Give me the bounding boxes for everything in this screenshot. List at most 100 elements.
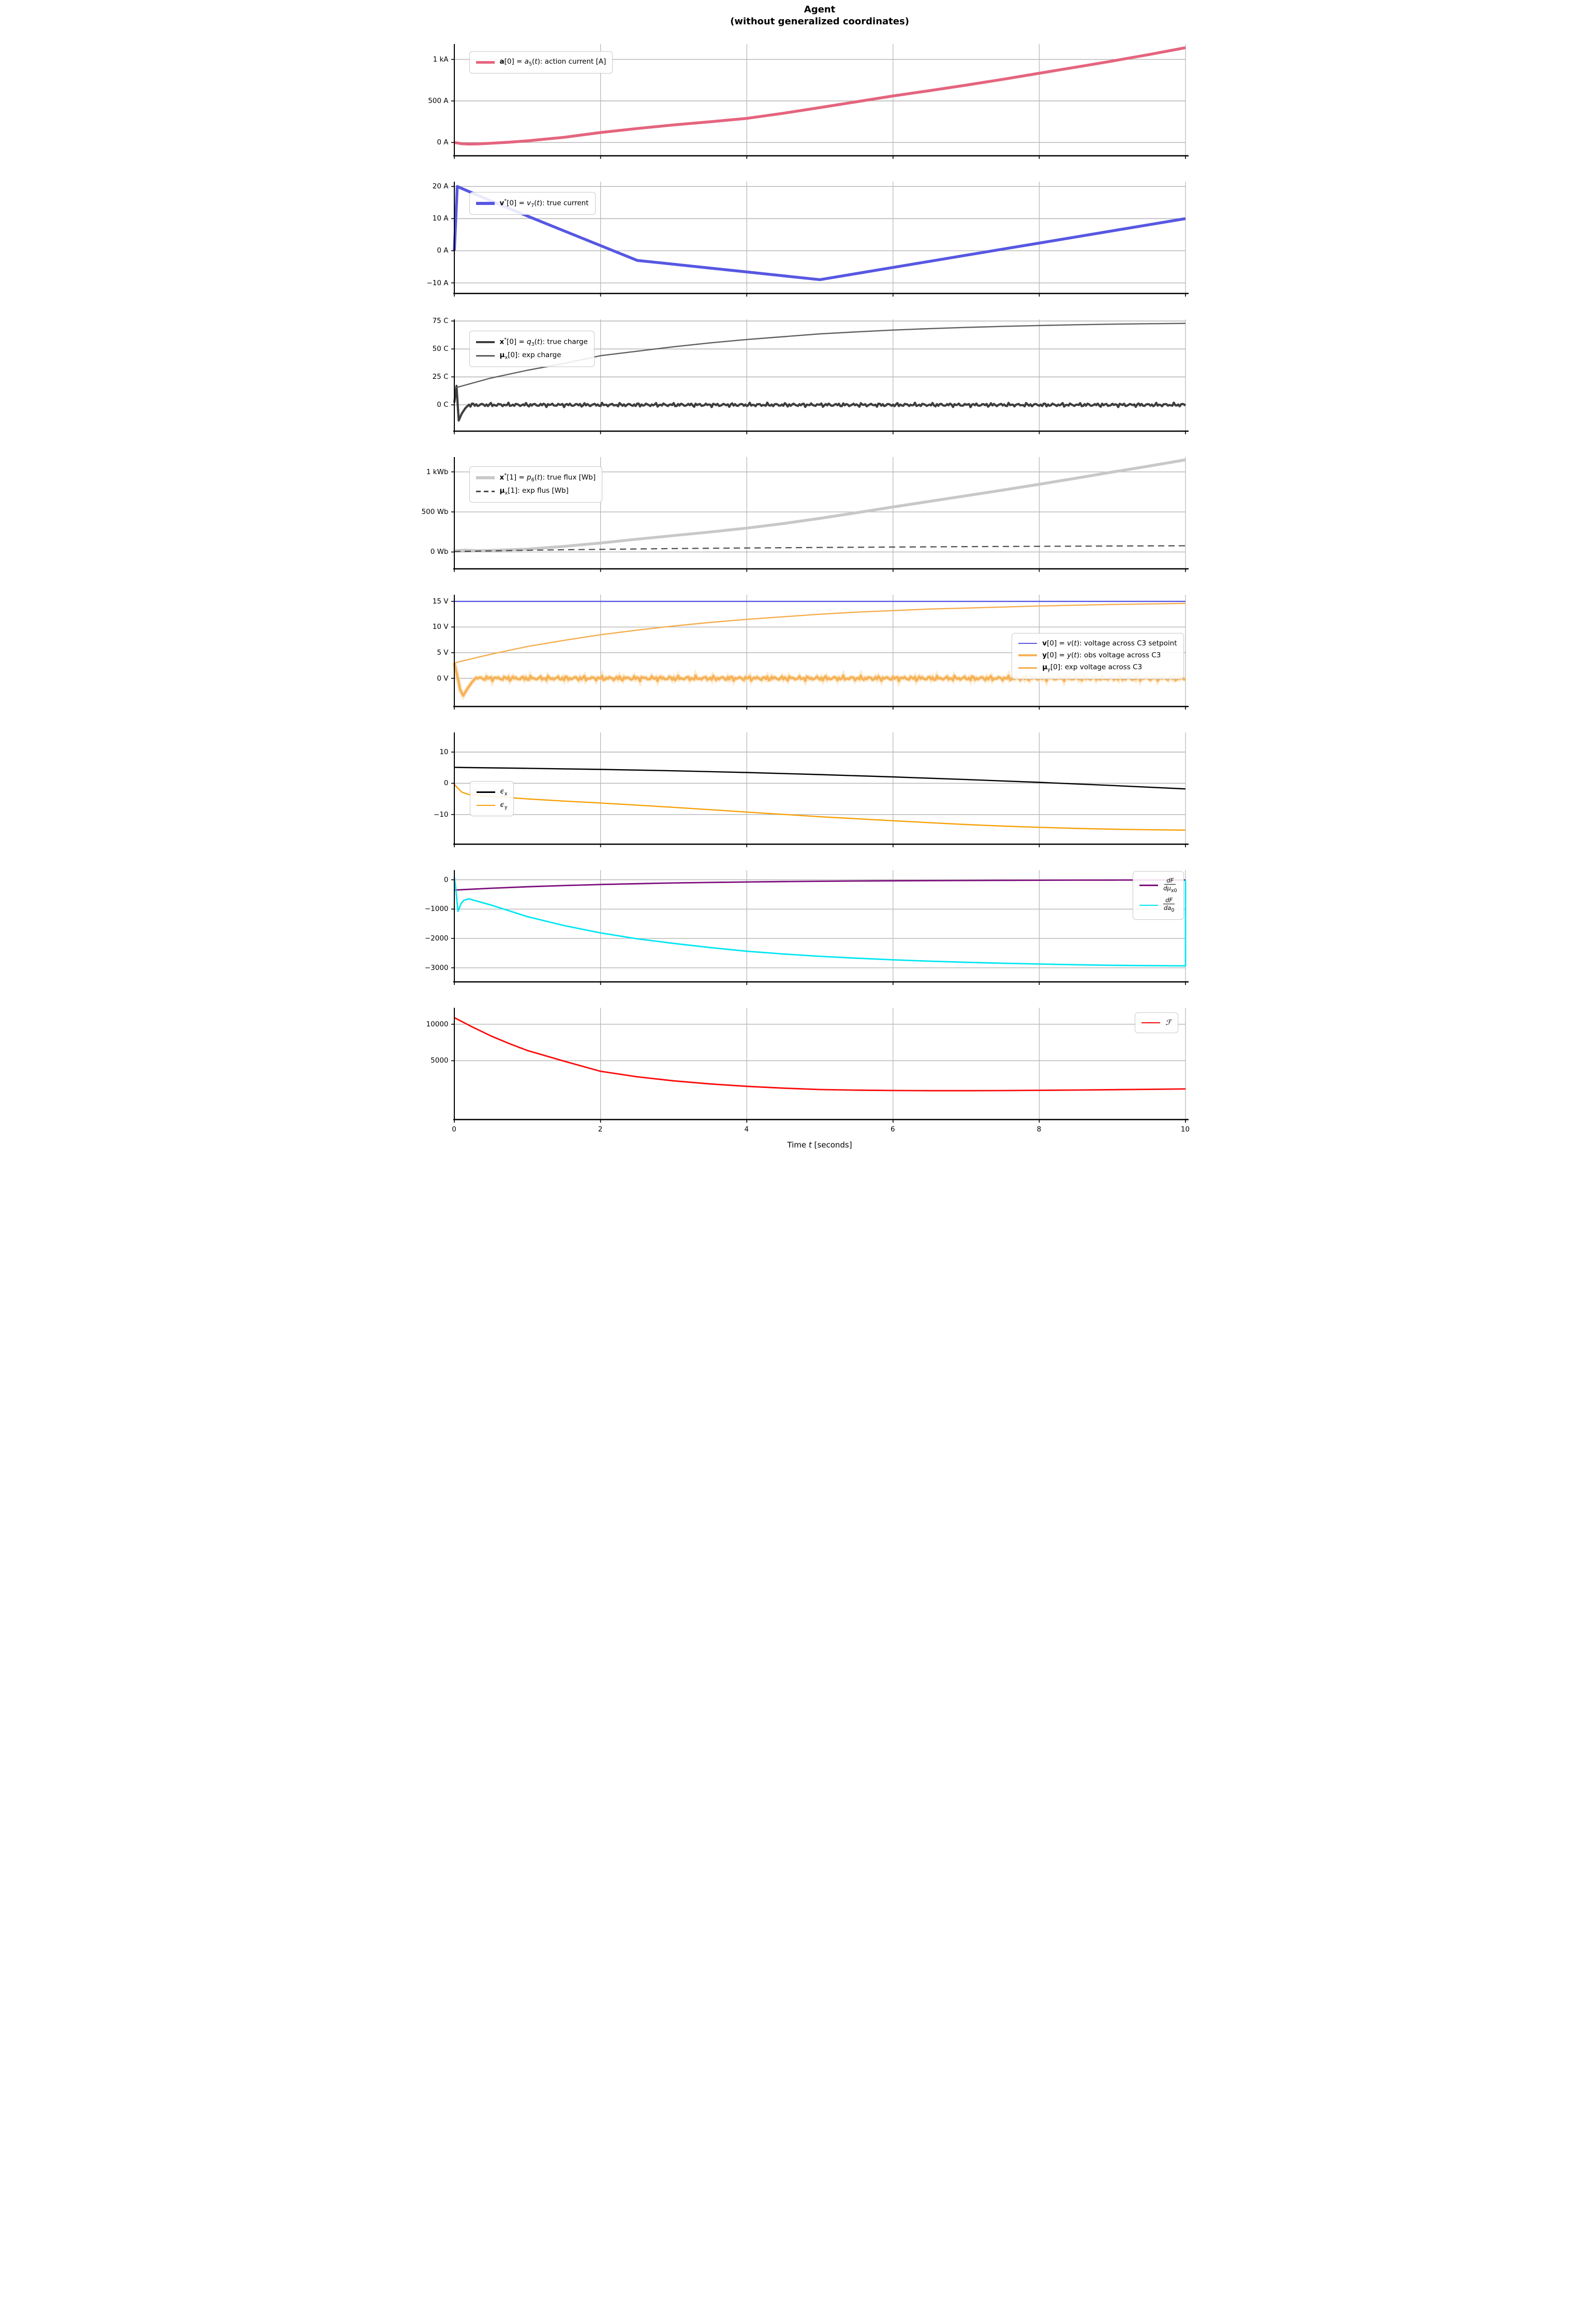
legend-label-action-current: a[0] = a5(t): action current [A] bbox=[499, 57, 606, 67]
subplot-7-ytick-label: −2000 bbox=[424, 934, 449, 943]
series-exp-flux-line bbox=[454, 545, 1185, 552]
series-true-charge-line bbox=[453, 385, 1186, 422]
legend-item-voltage-setpoint: v[0] = v(t): voltage across C3 setpoint bbox=[1018, 639, 1177, 648]
subplot-5-legend: v[0] = v(t): voltage across C3 setpoint y… bbox=[1012, 633, 1184, 679]
legend-label-exp-charge: μx[0]: exp charge bbox=[499, 351, 561, 361]
legend-item-true-flux: x*[1] = p6(t): true flux [Wb] bbox=[476, 473, 596, 483]
legend-item-free-energy: ℱ bbox=[1142, 1019, 1172, 1027]
subplot-3-ytick-label: 0 C bbox=[437, 401, 449, 409]
legend-item-obs-voltage: y[0] = y(t): obs voltage across C3 bbox=[1018, 651, 1177, 659]
subplot-5: 0 V 5 V 10 V 15 V v[0] = v(t): voltage acros… bbox=[397, 595, 1190, 724]
subplot-1-legend: a[0] = a5(t): action current [A] bbox=[469, 51, 613, 73]
subplot-7-legend: dF dμx0 dF da0 bbox=[1133, 871, 1184, 920]
subplot-3-legend: x*[0] = q3(t): true charge μx[0]: exp cha… bbox=[469, 331, 595, 367]
series-eps-y-line bbox=[453, 784, 1185, 831]
subplot-4-ytick-label: 1 kWb bbox=[426, 467, 449, 476]
legend-swatch-action-current bbox=[476, 61, 495, 64]
legend-swatch-free-energy bbox=[1142, 1022, 1161, 1024]
legend-label-exp-flux: μx[1]: exp flus [Wb] bbox=[499, 487, 569, 496]
subplot-1-canvas bbox=[451, 44, 1189, 159]
legend-label-eps-x: ϵx bbox=[500, 787, 508, 797]
legend-item-dF-da0: dF da0 bbox=[1139, 897, 1177, 913]
legend-label-dF-dmu-x0: dF dμx0 bbox=[1163, 877, 1177, 894]
legend-swatch-dF-da0 bbox=[1139, 904, 1159, 906]
legend-swatch-exp-flux bbox=[476, 491, 495, 492]
legend-label-free-energy: ℱ bbox=[1165, 1019, 1172, 1027]
subplot-3: 0 C 25 C 50 C 75 C x*[0] = q3(t): true charg… bbox=[397, 317, 1190, 449]
subplot-6-ytick-label: 10 bbox=[439, 748, 449, 756]
subplot-6-canvas bbox=[451, 732, 1189, 847]
subplot-8-ytick-label: 10000 bbox=[426, 1020, 449, 1028]
subplot-7-ytick-label: −1000 bbox=[424, 905, 449, 914]
series-true-current-line bbox=[452, 185, 1185, 282]
subplot-5-ytick-label: 15 V bbox=[432, 597, 449, 606]
subplot-8-ytick-label: 5000 bbox=[431, 1056, 449, 1065]
series-action-current-line bbox=[454, 46, 1186, 146]
subplot-1-ytick-label: 0 A bbox=[437, 138, 449, 147]
subplot-8-legend: ℱ bbox=[1135, 1012, 1178, 1033]
legend-label-dF-da0: dF da0 bbox=[1163, 896, 1175, 914]
x-axis-label: Time t [seconds] bbox=[787, 1140, 852, 1150]
legend-swatch-true-current bbox=[476, 202, 495, 205]
subplot-6-ytick-label: 0 bbox=[443, 779, 449, 788]
subplot-3-ytick-label: 50 C bbox=[432, 345, 449, 354]
legend-swatch-eps-y bbox=[476, 804, 495, 806]
legend-item-action-current: a[0] = a5(t): action current [A] bbox=[476, 57, 606, 67]
subplot-6-legend: ϵx ϵy bbox=[469, 781, 514, 817]
subplot-2-ytick-label: 0 A bbox=[437, 246, 449, 255]
subplot-2-ytick-label: 20 A bbox=[432, 182, 449, 191]
legend-swatch-obs-voltage bbox=[1018, 654, 1037, 657]
legend-item-exp-charge: μx[0]: exp charge bbox=[476, 351, 588, 361]
series-dF-dmu-x0-line bbox=[454, 879, 1185, 891]
legend-label-true-charge: x*[0] = q3(t): true charge bbox=[499, 337, 588, 348]
subplot-4: 0 Wb 500 Wb 1 kWb x*[1] = p6(t): true flux … bbox=[397, 457, 1190, 586]
x-tick-label: 6 bbox=[891, 1125, 895, 1134]
legend-item-eps-y: ϵy bbox=[476, 800, 508, 811]
series-true-flux-line bbox=[454, 458, 1185, 552]
legend-item-exp-voltage: μy[0]: exp voltage across C3 bbox=[1018, 663, 1177, 673]
subplot-5-ytick-label: 10 V bbox=[432, 623, 449, 631]
x-tick-label: 0 bbox=[452, 1125, 456, 1134]
figure-agent-simulation: Agent (without generalized coordinates) … bbox=[396, 0, 1190, 1162]
legend-swatch-exp-charge bbox=[476, 355, 495, 357]
legend-label-exp-voltage: μy[0]: exp voltage across C3 bbox=[1042, 663, 1143, 673]
subplot-6: −10 0 10 ϵx ϵy bbox=[397, 732, 1190, 862]
legend-swatch-voltage-setpoint bbox=[1018, 642, 1037, 644]
series-dF-da0-line bbox=[453, 876, 1186, 967]
subplot-7-ytick-label: 0 bbox=[443, 875, 449, 884]
subplot-2: −10 A 0 A 10 A 20 A v*[0] = v7(t): true curr… bbox=[397, 182, 1190, 311]
subplot-2-legend: v*[0] = v7(t): true current bbox=[469, 192, 596, 215]
subplot-3-ytick-label: 75 C bbox=[432, 317, 449, 326]
subplot-1-ytick-label: 500 A bbox=[428, 97, 449, 105]
x-tick-label: 8 bbox=[1036, 1125, 1042, 1134]
figure-title-line2: (without generalized coordinates) bbox=[730, 16, 909, 27]
legend-item-true-current: v*[0] = v7(t): true current bbox=[476, 198, 589, 209]
subplot-7-canvas bbox=[451, 870, 1189, 985]
subplot-3-ytick-label: 25 C bbox=[432, 373, 449, 381]
legend-item-exp-flux: μx[1]: exp flus [Wb] bbox=[476, 487, 596, 496]
legend-swatch-true-flux bbox=[476, 476, 495, 479]
subplot-4-legend: x*[1] = p6(t): true flux [Wb] μx[1]: exp … bbox=[469, 466, 603, 503]
x-tick-label: 2 bbox=[598, 1125, 603, 1134]
subplot-2-ytick-label: −10 A bbox=[426, 278, 449, 287]
legend-item-eps-x: ϵx bbox=[476, 787, 508, 797]
subplot-2-ytick-label: 10 A bbox=[432, 214, 449, 223]
subplot-5-ytick-label: 5 V bbox=[437, 648, 449, 657]
x-tick-label: 10 bbox=[1180, 1125, 1190, 1134]
figure-title-line1: Agent bbox=[804, 4, 836, 15]
subplot-2-canvas bbox=[451, 182, 1189, 297]
subplot-7: −3000 −2000 −1000 0 dF dμx0 dF da0 bbox=[397, 870, 1190, 999]
legend-item-dF-dmu-x0: dF dμx0 bbox=[1139, 877, 1177, 893]
subplot-6-ytick-label: −10 bbox=[434, 810, 449, 819]
subplot-1-ytick-label: 1 kA bbox=[433, 55, 449, 64]
series-free-energy-line bbox=[453, 1017, 1185, 1092]
subplot-7-ytick-label: −3000 bbox=[424, 963, 449, 972]
subplot-4-ytick-label: 0 Wb bbox=[430, 548, 449, 556]
legend-label-eps-y: ϵy bbox=[500, 800, 508, 811]
x-tick-label: 4 bbox=[744, 1125, 749, 1134]
legend-swatch-exp-voltage bbox=[1018, 667, 1037, 669]
subplot-4-ytick-label: 500 Wb bbox=[421, 508, 449, 517]
legend-label-obs-voltage: y[0] = y(t): obs voltage across C3 bbox=[1042, 651, 1161, 659]
subplot-5-ytick-label: 0 V bbox=[437, 674, 449, 683]
series-exp-voltage-line bbox=[454, 602, 1185, 664]
